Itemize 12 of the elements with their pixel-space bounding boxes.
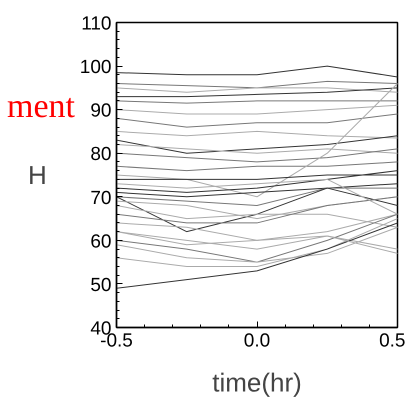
- y-tick-label: 100: [80, 57, 112, 78]
- y-tick-label: 80: [90, 144, 112, 166]
- y-tick-label: 50: [90, 274, 112, 296]
- text: ment: [7, 87, 75, 127]
- y-tick-label: 90: [90, 100, 112, 122]
- x-axis-title: time(hr): [212, 368, 302, 398]
- x-tick-label: 0.5: [379, 330, 405, 352]
- y-tick-label: 110: [81, 14, 112, 34]
- x-tick-label: 0.0: [244, 330, 270, 352]
- y-tick-label: 70: [90, 188, 112, 209]
- y-axis-title: H: [28, 160, 47, 190]
- y-tick-label: 60: [90, 231, 112, 252]
